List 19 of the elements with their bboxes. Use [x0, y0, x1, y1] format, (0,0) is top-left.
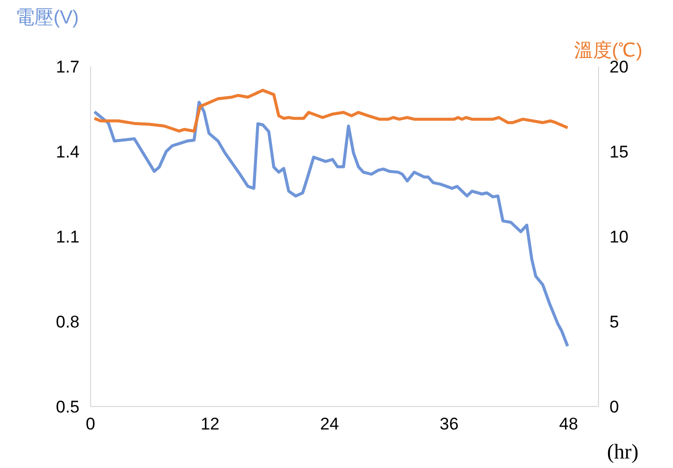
y-tick-label: 1.4: [56, 142, 80, 162]
y-tick-label: 1.1: [56, 228, 80, 246]
x-tick-label: 48: [559, 414, 578, 434]
x-tick-label: 24: [320, 414, 340, 434]
y2-tick-label: 0: [610, 398, 619, 416]
line-series: [92, 88, 570, 133]
y-tick-label: 0.5: [56, 398, 80, 416]
y2-tick-label: 5: [610, 312, 619, 332]
x-tick-label: 36: [440, 414, 459, 434]
x-tick-label: 12: [200, 414, 220, 434]
x-tick-label: 0: [86, 414, 96, 434]
y2-axis-title: 溫度(℃): [574, 40, 642, 62]
y-axis-title: 電壓(V): [16, 8, 79, 28]
y2-tick-label: 15: [610, 142, 628, 162]
y-tick-label: 0.8: [56, 312, 80, 332]
y2-tick-label: 10: [610, 228, 628, 246]
x-axis-title: (hr): [607, 440, 639, 464]
y-tick-label: 1.7: [56, 58, 80, 76]
line-series: [92, 100, 570, 348]
